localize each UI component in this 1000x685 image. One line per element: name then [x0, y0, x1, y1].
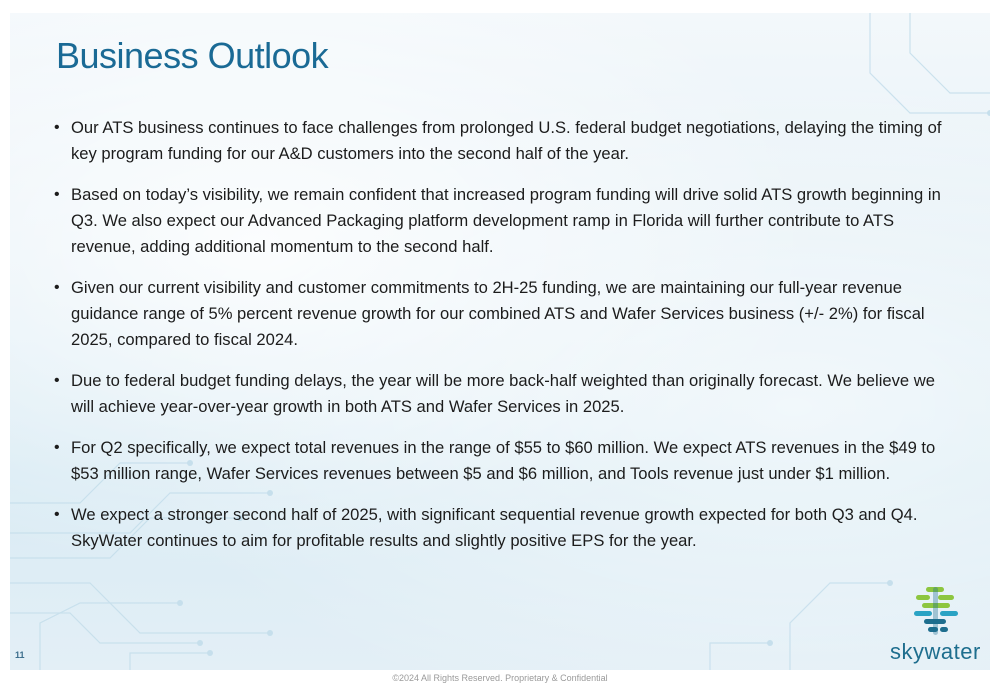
- bullet-item: Our ATS business continues to face chall…: [54, 115, 959, 167]
- skywater-logo-icon: [914, 587, 958, 635]
- slide: Business Outlook Our ATS business contin…: [10, 13, 990, 670]
- bullet-item: For Q2 specifically, we expect total rev…: [54, 435, 959, 487]
- bullet-item: Given our current visibility and custome…: [54, 275, 959, 353]
- bullet-item: We expect a stronger second half of 2025…: [54, 502, 959, 554]
- bullet-item: Due to federal budget funding delays, th…: [54, 368, 959, 420]
- logo: skywater: [890, 585, 980, 665]
- bullet-list: Our ATS business continues to face chall…: [54, 115, 959, 569]
- logo-wordmark: skywater: [890, 639, 981, 664]
- footer-copyright: ©2024 All Rights Reserved. Proprietary &…: [392, 673, 608, 683]
- page-number: 11: [15, 650, 25, 660]
- bullet-item: Based on today’s visibility, we remain c…: [54, 182, 959, 260]
- page-title: Business Outlook: [56, 35, 329, 76]
